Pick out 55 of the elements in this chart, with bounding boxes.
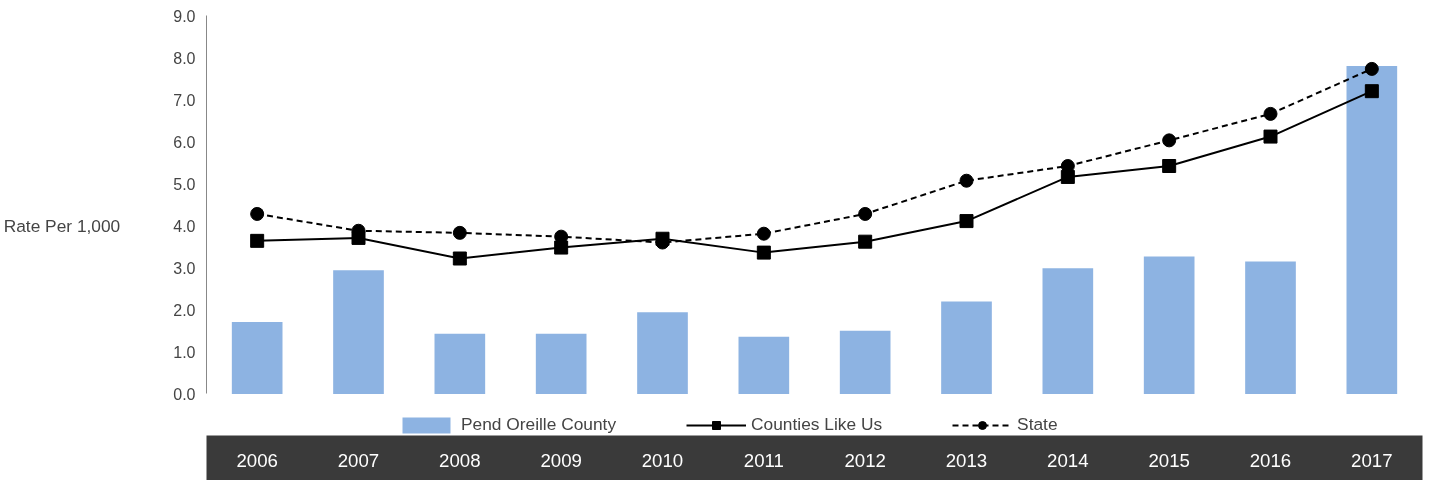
legend-label: Counties Like Us	[751, 414, 883, 435]
bar	[333, 270, 384, 394]
legend-label: Pend Oreille County	[461, 414, 617, 435]
point	[250, 233, 265, 248]
x-tick-label: 2017	[1351, 449, 1393, 471]
y-tick-label: 2.0	[173, 301, 196, 319]
bar	[231, 321, 283, 394]
y-axis-title: Rate Per 1,000	[3, 215, 121, 236]
point	[1263, 106, 1278, 121]
point	[1060, 159, 1075, 173]
bar	[1245, 261, 1296, 394]
y-tick-label: 7.0	[173, 91, 196, 109]
bar	[1143, 256, 1195, 394]
point	[858, 206, 873, 221]
point	[452, 251, 467, 266]
y-tick-label: 6.0	[173, 133, 196, 151]
y-tick-label: 1.0	[173, 343, 196, 361]
point	[1162, 133, 1177, 148]
legend-label: State	[1017, 414, 1058, 435]
x-tick-label: 2008	[439, 449, 481, 471]
x-tick-label: 2010	[641, 449, 684, 471]
x-tick-label: 2013	[945, 449, 988, 471]
bar	[839, 330, 891, 394]
y-tick-label: 5.0	[173, 175, 196, 193]
y-tick-label: 9.0	[173, 7, 196, 25]
x-tick-label: 2006	[236, 449, 278, 471]
y-tick-label: 0.0	[173, 385, 196, 403]
bar	[637, 312, 688, 394]
bar	[1346, 65, 1398, 394]
y-tick-label: 4.0	[173, 217, 196, 235]
x-tick-label: 2014	[1047, 449, 1089, 471]
bar	[434, 333, 486, 394]
x-tick-label: 2007	[337, 449, 380, 471]
x-tick-label: 2012	[844, 449, 886, 471]
bar	[941, 301, 992, 394]
point	[1364, 84, 1379, 99]
x-tick-label: 2016	[1249, 449, 1292, 471]
point	[1162, 159, 1177, 174]
point	[1263, 129, 1278, 144]
point	[1364, 61, 1379, 76]
point	[959, 214, 974, 229]
bar	[738, 336, 790, 394]
point	[756, 226, 771, 241]
y-tick-label: 8.0	[173, 49, 196, 67]
x-tick-label: 2015	[1148, 449, 1190, 471]
bar	[535, 333, 587, 394]
point	[250, 206, 265, 221]
point	[959, 173, 974, 188]
point	[452, 225, 467, 240]
x-tick-label: 2009	[540, 449, 582, 471]
point	[756, 245, 771, 260]
y-tick-label: 3.0	[173, 259, 196, 277]
x-tick-label: 2011	[743, 449, 784, 471]
point	[858, 234, 873, 249]
bar	[1042, 268, 1094, 394]
